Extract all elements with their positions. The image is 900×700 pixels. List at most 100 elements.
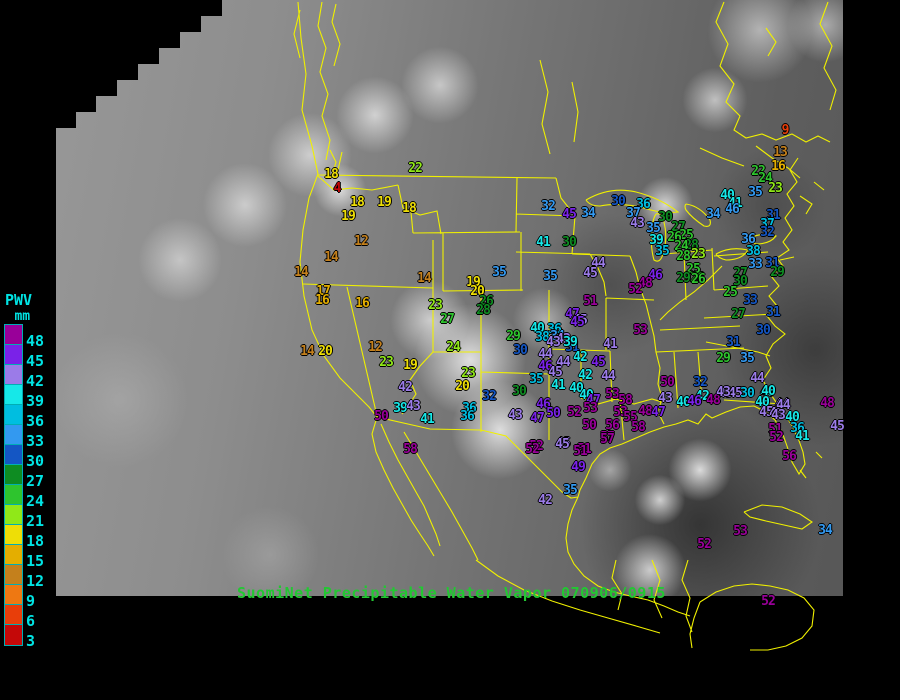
station-value: 29 — [676, 270, 691, 286]
station-value: 43 — [556, 331, 571, 347]
legend-swatch — [5, 445, 22, 465]
legend-row: 30 — [5, 445, 44, 469]
station-value: 36 — [741, 231, 756, 247]
station-value: 37 — [626, 205, 641, 221]
station-value: 31 — [765, 255, 780, 271]
station-value: 27 — [731, 306, 746, 322]
station-value: 14 — [300, 343, 315, 359]
station-value: 34 — [550, 328, 565, 344]
station-value: 35 — [646, 220, 661, 236]
station-value: 52 — [529, 438, 544, 454]
state-borders-east — [619, 247, 783, 441]
station-value: 14 — [417, 270, 432, 286]
legend-value-label: 21 — [26, 512, 45, 530]
station-value: 42 — [695, 388, 710, 404]
station-value: 35 — [529, 371, 544, 387]
station-value: 36 — [462, 400, 477, 416]
station-value: 50 — [546, 405, 561, 421]
station-value: 44 — [776, 397, 791, 413]
station-value: 26 — [667, 229, 682, 245]
station-value: 45 — [830, 418, 845, 434]
station-value: 52 — [525, 441, 540, 457]
legend-row: 36 — [5, 405, 44, 429]
station-value: 30 — [756, 322, 771, 338]
station-value: 20 — [455, 378, 470, 394]
station-value: 30 — [740, 385, 755, 401]
station-value: 51 — [573, 443, 588, 459]
station-value: 41 — [420, 411, 435, 427]
station-value: 45 — [562, 206, 577, 222]
station-value: 17 — [316, 283, 331, 299]
image-caption: SuomiNet Precipitable Water Vapor 070906… — [237, 584, 666, 602]
station-value: 53 — [583, 400, 598, 416]
coastline-hudson-bay — [699, 1, 837, 215]
station-value: 45 — [759, 404, 774, 420]
station-value: 36 — [790, 420, 805, 436]
station-value: 46 — [538, 358, 553, 374]
legend-swatch — [5, 625, 22, 645]
station-value: 35 — [655, 243, 670, 259]
station-value: 43 — [716, 384, 731, 400]
station-value: 44 — [750, 370, 765, 386]
station-value: 14 — [324, 249, 339, 265]
station-value: 47 — [651, 404, 666, 420]
station-value: 41 — [536, 234, 551, 250]
station-value: 42 — [398, 379, 413, 395]
station-value: 57 — [600, 429, 615, 445]
station-value: 20 — [318, 343, 333, 359]
station-value: 46 — [536, 396, 551, 412]
legend-value-label: 36 — [26, 412, 45, 430]
station-value: 35 — [563, 482, 578, 498]
station-value: 58 — [618, 392, 633, 408]
station-value: 16 — [315, 292, 330, 308]
station-value: 23 — [428, 297, 443, 313]
legend-value-label: 30 — [26, 452, 45, 470]
station-value: 46 — [725, 201, 740, 217]
bottom-black-margin — [0, 596, 900, 700]
station-value: 44 — [538, 346, 553, 362]
legend-swatch — [5, 465, 22, 485]
station-value: 36 — [636, 196, 651, 212]
legend-color-scale: 48 45 42 39 36 33 30 27 24 21 18 15 12 9 6 3 — [5, 325, 44, 649]
station-value: 25 — [723, 284, 738, 300]
coastline-east-gulf — [577, 157, 806, 498]
legend-value-label: 33 — [26, 432, 45, 450]
station-value: 9 — [781, 122, 790, 138]
station-value: 52 — [769, 429, 784, 445]
station-value: 42 — [578, 367, 593, 383]
station-value: 44 — [775, 396, 790, 412]
station-value: 53 — [633, 322, 648, 338]
station-value: 13 — [773, 144, 788, 160]
station-value: 51 — [768, 421, 783, 437]
station-value: 23 — [768, 180, 783, 196]
pwv-legend: PWV mm 48 45 42 39 36 33 30 27 24 21 18 15 12 9 6 3 — [5, 291, 44, 649]
station-value: 27 — [733, 265, 748, 281]
station-value: 23 — [379, 354, 394, 370]
legend-value-label: 42 — [26, 372, 45, 390]
station-value: 46 — [648, 267, 663, 283]
station-value: 19 — [403, 357, 418, 373]
station-value: 52 — [761, 593, 776, 609]
station-value: 29 — [716, 350, 731, 366]
station-value: 43 — [406, 398, 421, 414]
station-value: 43 — [630, 215, 645, 231]
legend-value-label: 27 — [26, 472, 45, 490]
station-value: 27 — [440, 311, 455, 327]
legend-value-label: 6 — [26, 612, 36, 630]
station-value: 18 — [402, 200, 417, 216]
legend-swatch — [5, 345, 22, 365]
legend-swatch — [5, 385, 22, 405]
station-value: 45 — [570, 314, 585, 330]
station-value: 47 — [530, 410, 545, 426]
station-value: 20 — [470, 283, 485, 299]
legend-row: 33 — [5, 425, 44, 449]
station-value: 30 — [733, 273, 748, 289]
border-mexico — [376, 416, 579, 499]
station-value: 45 — [556, 435, 571, 451]
station-value: 19 — [377, 194, 392, 210]
station-value: 40 — [569, 380, 584, 396]
station-value: 53 — [733, 523, 748, 539]
station-value: 40 — [676, 394, 691, 410]
